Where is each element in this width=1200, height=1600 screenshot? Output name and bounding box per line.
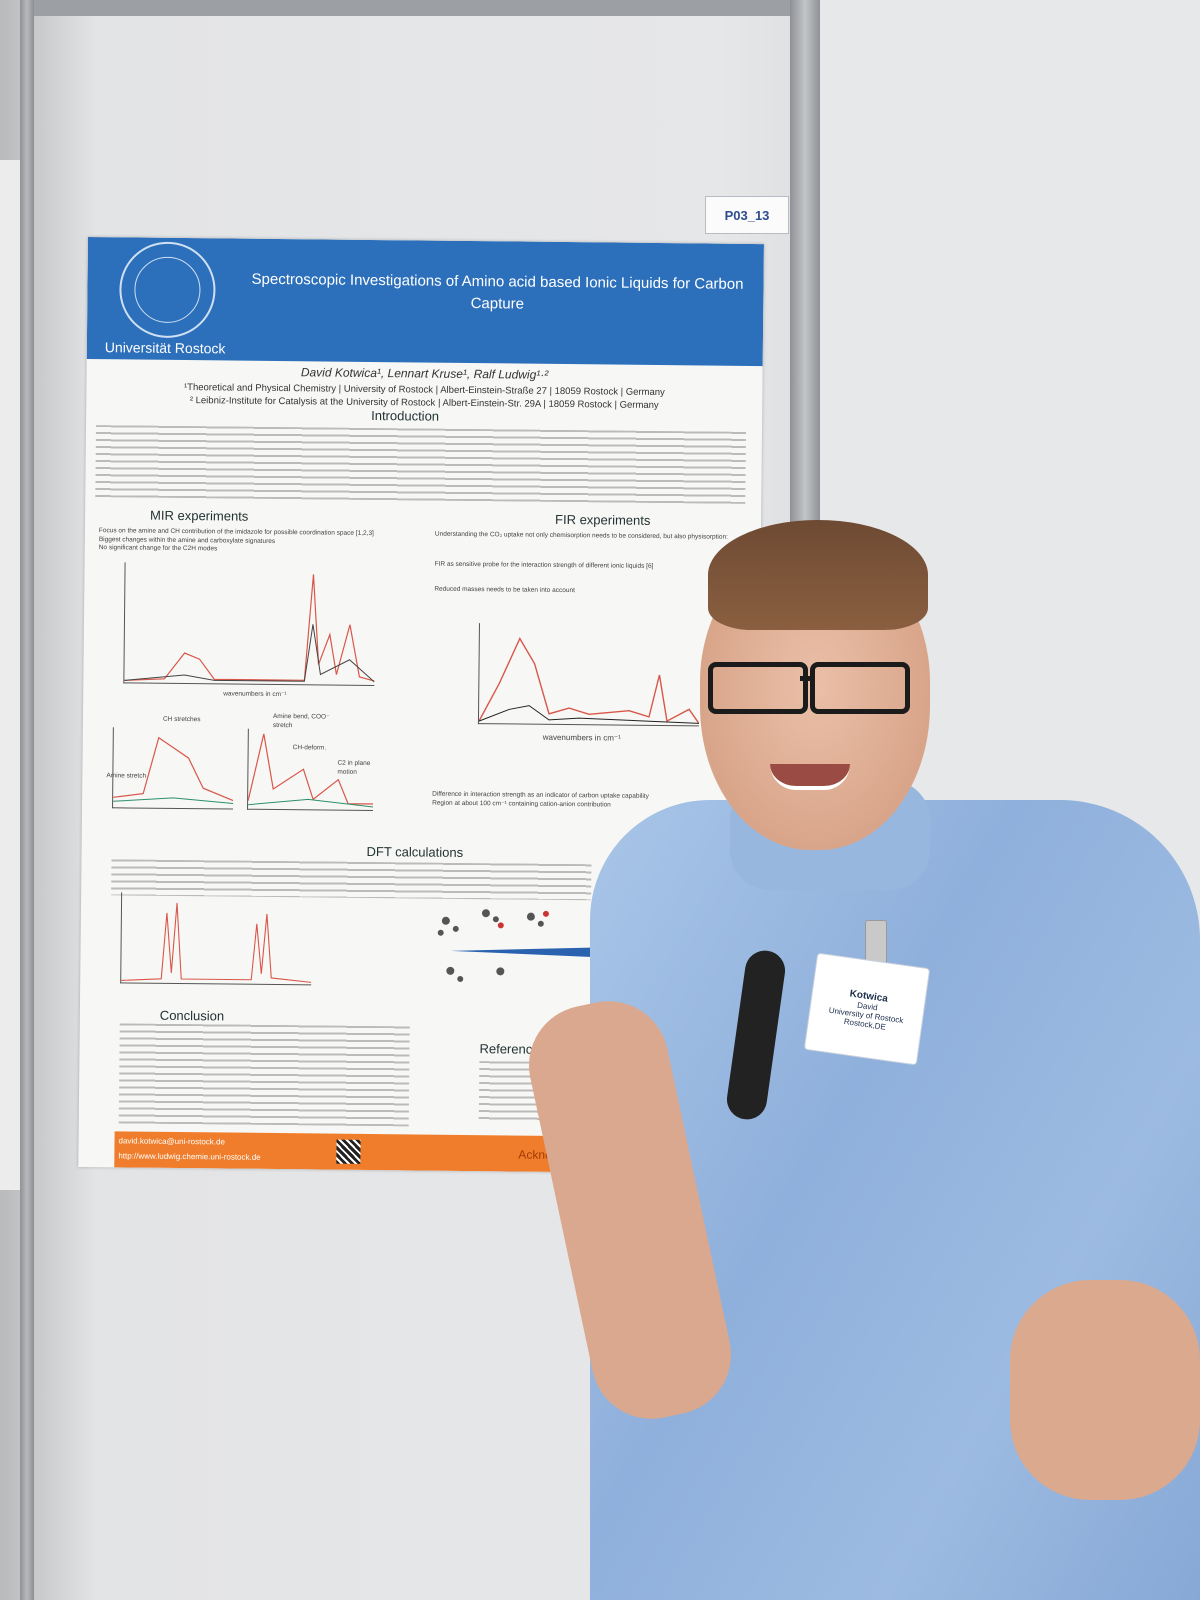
frame-top-bar (20, 0, 820, 16)
smile (770, 764, 850, 790)
mir-amine-region-chart (247, 728, 374, 812)
frame-middle-post (790, 0, 820, 540)
fir-spectrum-lines (478, 637, 700, 724)
fir-spectrum-chart (477, 623, 700, 727)
frame-left-post (20, 0, 34, 1600)
label-amine-bend: Amine bend, COO⁻ stretch (272, 712, 330, 729)
right-hand-on-hip (1010, 1280, 1200, 1500)
dft-spectrum-chart (120, 892, 313, 986)
board-number-tag: P03_13 (705, 196, 789, 234)
poster-title: Spectroscopic Investigations of Amino ac… (251, 270, 744, 313)
eyeglasses-icon (700, 662, 930, 714)
section-conclusion: Conclusion (159, 1007, 225, 1024)
mir-spectrum-chart (123, 562, 376, 687)
label-c2-motion: C2 in plane motion (337, 759, 371, 776)
conclusion-text-block (118, 1023, 410, 1127)
molecule-structures (430, 901, 601, 1003)
introduction-text-block (95, 425, 746, 504)
footer-email: david.kotwica@uni-rostock.de (118, 1136, 225, 1147)
mir-axis-label: wavenumbers in cm⁻¹ (223, 690, 287, 699)
hair (708, 520, 928, 630)
section-mir: MIR experiments (150, 507, 249, 524)
scientific-poster: Universität Rostock Spectroscopic Invest… (78, 237, 764, 1175)
mir-bullets: Focus on the amine and CH contribution o… (99, 527, 419, 556)
university-seal-icon (118, 241, 216, 339)
mir-spectrum-lines (124, 574, 375, 683)
footer-url: http://www.ludwig.chemie.uni-rostock.de (118, 1151, 261, 1162)
mir-ch-region-chart (112, 727, 234, 810)
label-amine-stretch: Amine stretch (106, 772, 147, 780)
university-name: Universität Rostock (104, 339, 226, 357)
presenter-person: Kotwica David University of Rostock Rost… (517, 520, 1200, 1600)
section-introduction: Introduction (371, 407, 440, 424)
label-ch-stretches: CH stretches (162, 715, 201, 724)
name-badge: Kotwica David University of Rostock Rost… (803, 952, 931, 1066)
section-dft: DFT calculations (366, 843, 464, 860)
qr-code-icon (336, 1139, 361, 1164)
label-ch-deform: CH-deform. (292, 744, 327, 752)
poster-banner: Universität Rostock Spectroscopic Invest… (86, 237, 764, 367)
